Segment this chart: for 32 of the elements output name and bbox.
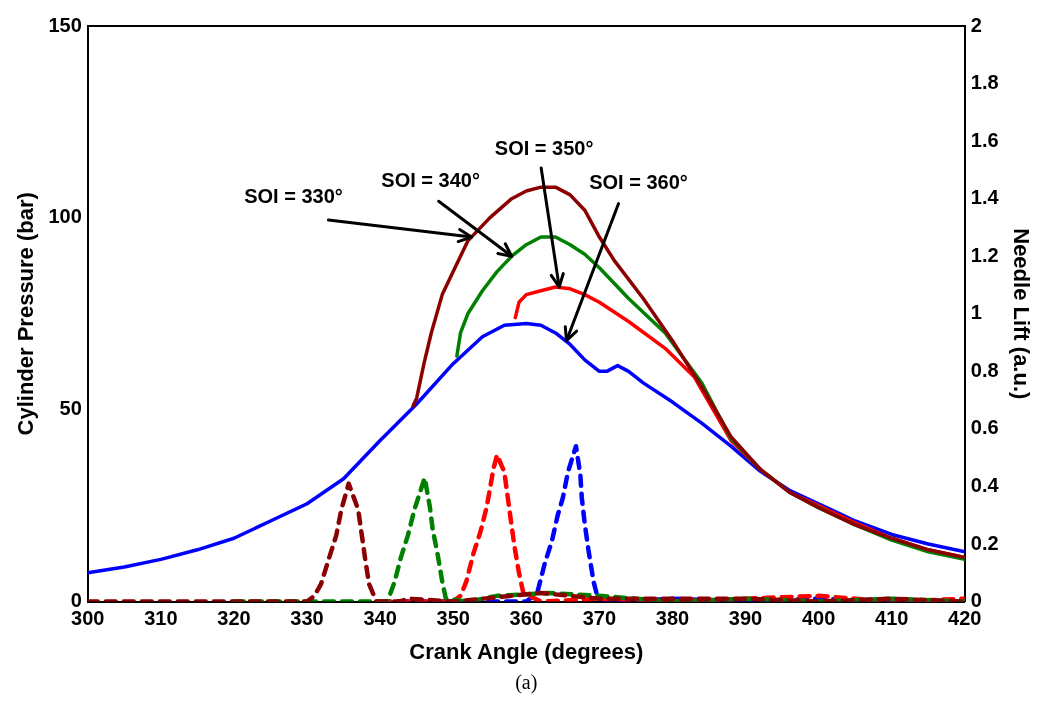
y-tick-label: 100 <box>48 205 82 228</box>
x-tick-label: 350 <box>436 607 470 630</box>
y2-tick-label: 2 <box>970 13 982 36</box>
y2-tick-label: 1.8 <box>970 71 999 94</box>
y-axis-title: Cylinder Pressure (bar) <box>13 192 39 436</box>
annotation: SOI = 340° <box>381 168 480 191</box>
x-tick-label: 310 <box>144 607 178 630</box>
annotation: SOI = 350° <box>494 137 594 160</box>
text: (a) <box>515 671 538 695</box>
y-tick-label: 50 <box>59 397 82 420</box>
x-axis-title: Crank Angle (degrees) <box>409 638 644 664</box>
annotation: SOI = 330° <box>244 184 343 207</box>
x-tick-label: 360 <box>509 607 543 630</box>
x-tick-label: 370 <box>582 607 617 630</box>
annotation: SOI = 360° <box>589 171 688 194</box>
x-tick-label: 330 <box>290 607 324 630</box>
y2-tick-label: 0.8 <box>970 358 999 381</box>
x-tick-label: 400 <box>801 607 836 630</box>
x-tick-label: 340 <box>363 607 397 630</box>
x-tick-label: 320 <box>217 607 251 630</box>
x-tick-label: 380 <box>655 607 690 630</box>
y-tick-label: 150 <box>48 13 82 36</box>
y2-tick-label: 1.2 <box>970 243 999 266</box>
y2-tick-label: 0.6 <box>970 416 999 439</box>
y2-tick-label: 1 <box>970 301 982 324</box>
y2-tick-label: 1.4 <box>970 186 1000 209</box>
y2-tick-label: 0.2 <box>970 531 999 554</box>
y2-axis-title: Needle Lift (a.u.) <box>1008 228 1034 400</box>
y2-tick-label: 0.4 <box>970 474 1000 496</box>
y2-tick-label: 1.6 <box>970 128 999 151</box>
x-tick-label: 410 <box>875 607 909 630</box>
x-tick-label: 390 <box>728 607 763 630</box>
